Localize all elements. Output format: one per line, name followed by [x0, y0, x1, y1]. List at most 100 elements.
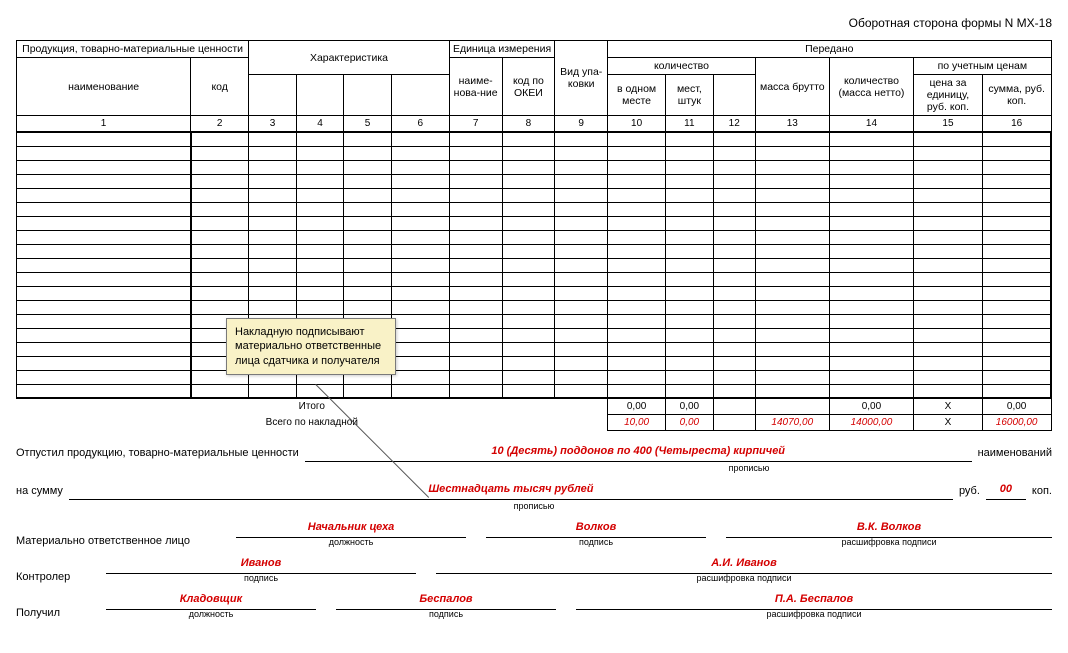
cell: [17, 342, 191, 356]
cell: [191, 244, 249, 258]
cell: [666, 174, 714, 188]
cell: [608, 370, 666, 384]
cell: [666, 272, 714, 286]
cell: [449, 188, 502, 202]
cell: [555, 160, 608, 174]
rub-label: руб.: [959, 483, 980, 500]
cell: [755, 286, 829, 300]
controller-label: Контролер: [16, 569, 86, 586]
cell: [829, 342, 913, 356]
cell: [914, 216, 983, 230]
cell: [666, 286, 714, 300]
cell: [713, 258, 755, 272]
cell: [666, 160, 714, 174]
itogo-10: 0,00: [608, 398, 666, 415]
cell: [449, 300, 502, 314]
cell: [17, 272, 191, 286]
kop-value: 00: [986, 481, 1026, 500]
cell: [666, 314, 714, 328]
th-places: мест, штук: [666, 75, 714, 116]
sub-signature-2: подпись: [106, 572, 416, 586]
cell: [502, 356, 555, 370]
cell: [296, 132, 344, 146]
cell: [829, 370, 913, 384]
table-row: [17, 272, 1052, 286]
cell: [755, 328, 829, 342]
th-massgross: масса брутто: [755, 58, 829, 116]
cell: [829, 174, 913, 188]
table-row: [17, 286, 1052, 300]
cell: [755, 146, 829, 160]
colnum-12: 12: [713, 116, 755, 133]
table-row: [17, 188, 1052, 202]
cell: [608, 314, 666, 328]
cell: [713, 216, 755, 230]
cell: [17, 216, 191, 230]
itogo-14: 0,00: [829, 398, 913, 415]
cell: [191, 202, 249, 216]
cell: [17, 300, 191, 314]
cell: [666, 188, 714, 202]
cell: [666, 132, 714, 146]
cell: [914, 286, 983, 300]
cell: [17, 202, 191, 216]
colnum-row: 12345678910111213141516: [17, 116, 1052, 133]
cell: [449, 356, 502, 370]
cell: [914, 258, 983, 272]
th-sum: сумма, руб. коп.: [982, 75, 1051, 116]
cell: [449, 342, 502, 356]
cell: [296, 286, 344, 300]
cell: [449, 160, 502, 174]
itogo-12: [713, 398, 755, 415]
cell: [502, 314, 555, 328]
sum-label: на сумму: [16, 483, 63, 500]
cell: [344, 230, 392, 244]
itogo-15: Х: [914, 398, 983, 415]
cell: [555, 174, 608, 188]
th-packtype: Вид упа-ковки: [555, 41, 608, 116]
cell: [914, 146, 983, 160]
cell: [249, 300, 297, 314]
cell: [755, 216, 829, 230]
cell: [755, 230, 829, 244]
cell: [755, 314, 829, 328]
cell: [296, 160, 344, 174]
cell: [829, 258, 913, 272]
cell: [713, 328, 755, 342]
cell: [914, 314, 983, 328]
cell: [17, 174, 191, 188]
vsego-label: Всего по накладной: [17, 415, 608, 431]
cell: [17, 314, 191, 328]
table-row: [17, 258, 1052, 272]
cell: [982, 286, 1051, 300]
kop-label: коп.: [1032, 483, 1052, 500]
cell: [914, 202, 983, 216]
cell: [713, 146, 755, 160]
cell: [982, 342, 1051, 356]
colnum-7: 7: [449, 116, 502, 133]
cell: [17, 356, 191, 370]
th-unitcode: код по ОКЕИ: [502, 58, 555, 116]
colnum-11: 11: [666, 116, 714, 133]
cell: [17, 132, 191, 146]
cell: [502, 370, 555, 384]
cell: [755, 258, 829, 272]
table-row: [17, 132, 1052, 146]
cell: [666, 202, 714, 216]
sub-position-2: должность: [106, 608, 316, 622]
table-row: [17, 314, 1052, 328]
cell: [608, 272, 666, 286]
cell: [755, 342, 829, 356]
released-value: 10 (Десять) поддонов по 400 (Четыреста) …: [305, 443, 972, 462]
cell: [713, 370, 755, 384]
cell: [17, 188, 191, 202]
cell: [449, 314, 502, 328]
cell: [982, 258, 1051, 272]
vsego-14: 14000,00: [829, 415, 913, 431]
cell: [449, 132, 502, 146]
cell: [713, 300, 755, 314]
cell: [191, 132, 249, 146]
cell: [391, 230, 449, 244]
cell: [555, 342, 608, 356]
vsego-row: Всего по накладной 10,00 0,00 14070,00 1…: [17, 415, 1052, 431]
